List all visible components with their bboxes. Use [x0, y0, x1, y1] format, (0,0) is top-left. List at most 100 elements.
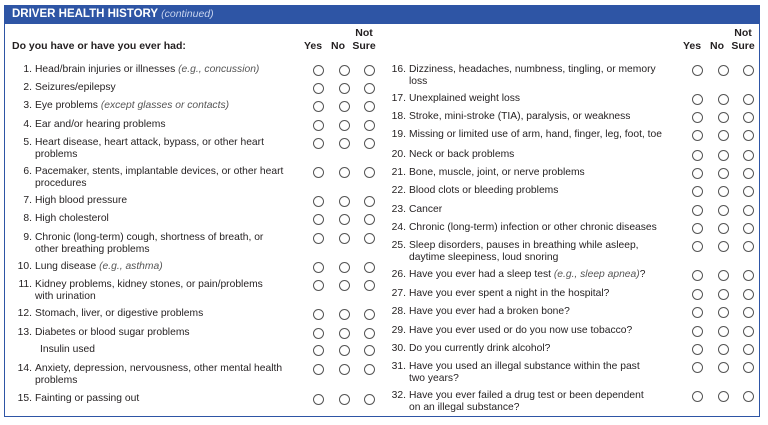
radio-not-sure[interactable] [743, 130, 754, 141]
radio-not-sure[interactable] [743, 186, 754, 197]
radio-no[interactable] [338, 328, 350, 339]
radio-not-sure[interactable] [743, 205, 754, 216]
radio-yes[interactable] [692, 130, 703, 141]
radio-no[interactable] [338, 214, 350, 225]
radio-no[interactable] [338, 394, 350, 405]
radio-no[interactable] [717, 391, 729, 402]
radio-no[interactable] [717, 223, 729, 234]
radio-no[interactable] [717, 186, 729, 197]
radio-not-sure[interactable] [364, 309, 375, 320]
radio-yes[interactable] [692, 289, 703, 300]
radio-no[interactable] [717, 65, 729, 76]
radio-not-sure[interactable] [364, 120, 375, 131]
radio-yes[interactable] [692, 270, 703, 281]
radio-not-sure[interactable] [743, 289, 754, 300]
radio-not-sure[interactable] [743, 270, 754, 281]
radio-no[interactable] [717, 289, 729, 300]
radio-yes[interactable] [313, 65, 324, 76]
radio-not-sure[interactable] [364, 328, 375, 339]
radio-yes[interactable] [692, 223, 703, 234]
radio-no[interactable] [338, 101, 350, 112]
radio-yes[interactable] [692, 307, 703, 318]
radio-not-sure[interactable] [743, 112, 754, 123]
radio-not-sure[interactable] [364, 233, 375, 244]
radio-no[interactable] [338, 196, 350, 207]
radio-no[interactable] [338, 280, 350, 291]
radio-not-sure[interactable] [743, 362, 754, 373]
radio-no[interactable] [338, 138, 350, 149]
radio-yes[interactable] [692, 362, 703, 373]
radio-yes[interactable] [313, 262, 324, 273]
radio-yes[interactable] [692, 65, 703, 76]
radio-not-sure[interactable] [743, 223, 754, 234]
radio-yes[interactable] [692, 344, 703, 355]
radio-yes[interactable] [692, 326, 703, 337]
radio-no[interactable] [717, 270, 729, 281]
radio-no[interactable] [717, 326, 729, 337]
radio-yes[interactable] [313, 138, 324, 149]
radio-yes[interactable] [313, 280, 324, 291]
radio-not-sure[interactable] [743, 241, 754, 252]
radio-not-sure[interactable] [743, 94, 754, 105]
radio-not-sure[interactable] [364, 345, 375, 356]
radio-yes[interactable] [692, 168, 703, 179]
radio-not-sure[interactable] [743, 168, 754, 179]
radio-no[interactable] [338, 262, 350, 273]
radio-yes[interactable] [313, 167, 324, 178]
radio-no[interactable] [717, 205, 729, 216]
radio-no[interactable] [338, 120, 350, 131]
radio-yes[interactable] [692, 186, 703, 197]
radio-no[interactable] [338, 83, 350, 94]
radio-yes[interactable] [313, 364, 324, 375]
radio-yes[interactable] [692, 205, 703, 216]
radio-yes[interactable] [692, 112, 703, 123]
radio-no[interactable] [338, 65, 350, 76]
radio-yes[interactable] [692, 241, 703, 252]
radio-not-sure[interactable] [743, 344, 754, 355]
radio-not-sure[interactable] [743, 307, 754, 318]
radio-yes[interactable] [313, 394, 324, 405]
radio-not-sure[interactable] [364, 83, 375, 94]
radio-not-sure[interactable] [364, 280, 375, 291]
radio-not-sure[interactable] [743, 65, 754, 76]
radio-yes[interactable] [692, 391, 703, 402]
radio-yes[interactable] [313, 196, 324, 207]
radio-no[interactable] [338, 364, 350, 375]
radio-yes[interactable] [313, 309, 324, 320]
radio-no[interactable] [717, 168, 729, 179]
radio-yes[interactable] [692, 94, 703, 105]
radio-yes[interactable] [313, 328, 324, 339]
radio-no[interactable] [717, 241, 729, 252]
radio-not-sure[interactable] [364, 394, 375, 405]
radio-not-sure[interactable] [364, 262, 375, 273]
radio-yes[interactable] [313, 345, 324, 356]
radio-no[interactable] [717, 130, 729, 141]
radio-no[interactable] [717, 344, 729, 355]
radio-yes[interactable] [313, 101, 324, 112]
radio-yes[interactable] [313, 233, 324, 244]
radio-not-sure[interactable] [743, 326, 754, 337]
radio-no[interactable] [717, 150, 729, 161]
radio-yes[interactable] [313, 120, 324, 131]
radio-no[interactable] [338, 233, 350, 244]
radio-no[interactable] [717, 94, 729, 105]
radio-not-sure[interactable] [364, 364, 375, 375]
radio-no[interactable] [717, 307, 729, 318]
radio-not-sure[interactable] [364, 167, 375, 178]
question-row: 4. Ear and/or hearing problems [10, 119, 380, 145]
radio-no[interactable] [717, 362, 729, 373]
radio-not-sure[interactable] [364, 214, 375, 225]
radio-not-sure[interactable] [364, 196, 375, 207]
radio-not-sure[interactable] [743, 150, 754, 161]
radio-yes[interactable] [313, 83, 324, 94]
radio-no[interactable] [717, 112, 729, 123]
radio-no[interactable] [338, 167, 350, 178]
radio-no[interactable] [338, 309, 350, 320]
radio-yes[interactable] [692, 150, 703, 161]
radio-not-sure[interactable] [364, 65, 375, 76]
radio-yes[interactable] [313, 214, 324, 225]
radio-not-sure[interactable] [743, 391, 754, 402]
radio-not-sure[interactable] [364, 138, 375, 149]
radio-not-sure[interactable] [364, 101, 375, 112]
radio-no[interactable] [338, 345, 350, 356]
